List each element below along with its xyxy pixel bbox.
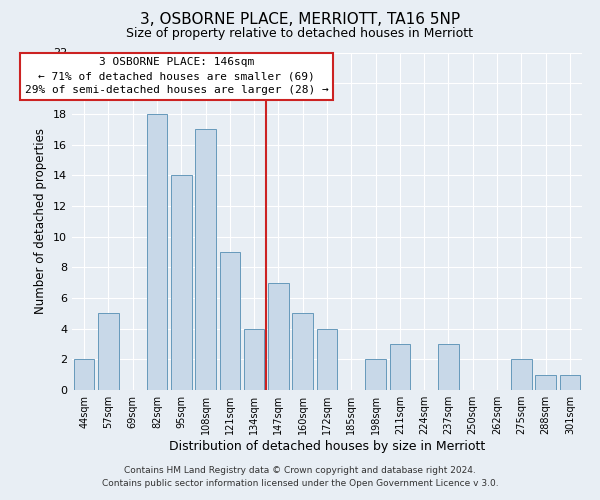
Text: Size of property relative to detached houses in Merriott: Size of property relative to detached ho… xyxy=(127,28,473,40)
Bar xyxy=(220,252,240,390)
Bar xyxy=(195,129,216,390)
Bar xyxy=(292,314,313,390)
Bar xyxy=(438,344,459,390)
Bar xyxy=(560,374,580,390)
Text: Contains HM Land Registry data © Crown copyright and database right 2024.
Contai: Contains HM Land Registry data © Crown c… xyxy=(101,466,499,487)
X-axis label: Distribution of detached houses by size in Merriott: Distribution of detached houses by size … xyxy=(169,440,485,453)
Y-axis label: Number of detached properties: Number of detached properties xyxy=(34,128,47,314)
Bar xyxy=(535,374,556,390)
Bar xyxy=(268,282,289,390)
Bar xyxy=(146,114,167,390)
Bar xyxy=(171,175,191,390)
Bar xyxy=(511,360,532,390)
Text: 3, OSBORNE PLACE, MERRIOTT, TA16 5NP: 3, OSBORNE PLACE, MERRIOTT, TA16 5NP xyxy=(140,12,460,28)
Bar xyxy=(74,360,94,390)
Bar xyxy=(317,328,337,390)
Bar xyxy=(365,360,386,390)
Text: 3 OSBORNE PLACE: 146sqm
← 71% of detached houses are smaller (69)
29% of semi-de: 3 OSBORNE PLACE: 146sqm ← 71% of detache… xyxy=(25,57,328,95)
Bar xyxy=(98,314,119,390)
Bar xyxy=(244,328,265,390)
Bar xyxy=(389,344,410,390)
